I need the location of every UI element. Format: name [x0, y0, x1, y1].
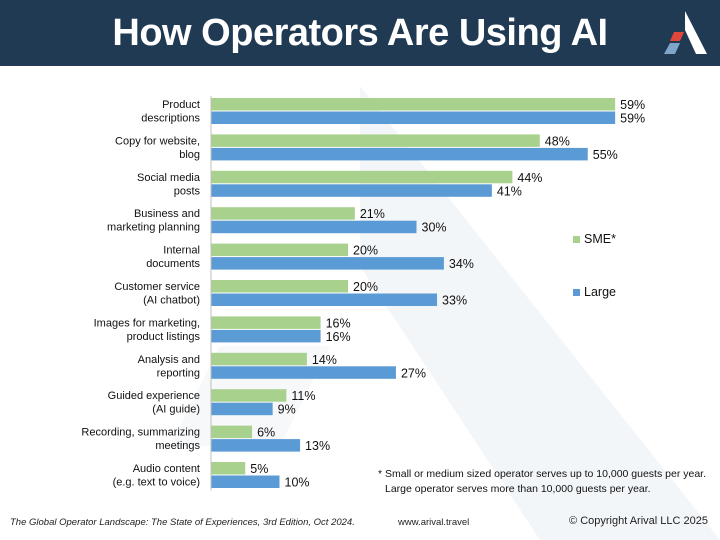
value-label-large: 34% — [449, 257, 474, 271]
category-label: Recording, summarizing meetings — [81, 427, 200, 453]
value-label-sme: 6% — [257, 426, 275, 440]
bar-sme — [211, 170, 513, 184]
value-label-large: 16% — [326, 330, 351, 344]
footnote: * Small or medium sized operator serves … — [378, 467, 706, 497]
bar-large — [211, 257, 444, 270]
category-label: Audio content (e.g. text to voice) — [113, 463, 200, 489]
bar-large — [211, 293, 438, 306]
bar-large — [211, 366, 396, 379]
bar-large — [211, 220, 417, 234]
bar-sme — [211, 462, 246, 475]
category-label: Images for marketing, product listings — [94, 317, 201, 343]
legend-swatch-large — [573, 289, 580, 296]
bar-chart: Product descriptions 59%59% Copy for websit… — [81, 96, 645, 491]
value-label-sme: 44% — [517, 171, 542, 185]
value-label-large: 30% — [422, 221, 447, 235]
bar-sme — [211, 352, 307, 366]
category-label: Analysis and reporting — [138, 354, 200, 380]
value-label-sme: 59% — [620, 98, 645, 112]
category-label: Copy for website, blog — [115, 135, 200, 161]
arival-triangle-logo-icon — [664, 11, 707, 54]
category-label: Social media posts — [137, 172, 201, 198]
bar-sme — [211, 389, 287, 402]
value-label-large: 9% — [278, 403, 296, 417]
bar-large — [211, 329, 321, 343]
value-label-sme: 16% — [326, 316, 351, 330]
category-label: Guided experience (AI guide) — [108, 390, 200, 416]
bar-sme — [211, 280, 348, 293]
footer-url-link[interactable]: www.arival.travel — [398, 517, 470, 528]
bar-large — [211, 439, 301, 452]
category-label: Product descriptions — [141, 99, 200, 125]
value-label-large: 55% — [593, 148, 618, 162]
bar-sme — [211, 207, 355, 220]
legend-swatch-sme — [573, 236, 580, 243]
value-label-large: 41% — [497, 184, 522, 198]
value-label-large: 27% — [401, 366, 426, 380]
bar-large — [211, 111, 616, 124]
legend-label-large: Large — [584, 285, 616, 299]
value-label-sme: 5% — [250, 462, 268, 476]
bar-sme — [211, 425, 253, 439]
page-title: How Operators Are Using AI — [112, 12, 608, 54]
footer-source: The Global Operator Landscape: The State… — [10, 517, 355, 528]
value-label-sme: 48% — [545, 134, 570, 148]
value-label-sme: 11% — [291, 389, 315, 403]
bar-large — [211, 402, 273, 416]
value-label-sme: 20% — [353, 244, 378, 258]
legend-label-sme: SME* — [584, 232, 616, 246]
bar-large — [211, 475, 280, 488]
category-label: Business and marketing planning — [107, 208, 200, 234]
value-label-large: 33% — [442, 294, 467, 308]
value-label-sme: 14% — [312, 353, 337, 367]
category-label: Customer service (AI chatbot) — [114, 281, 200, 307]
footnote-line-2: Large operator serves more than 10,000 g… — [385, 483, 651, 495]
bar-large — [211, 147, 588, 161]
bar-sme — [211, 98, 616, 111]
bar-large — [211, 184, 492, 197]
footnote-line-1: * Small or medium sized operator serves … — [378, 468, 707, 480]
value-label-large: 10% — [285, 476, 310, 490]
bar-sme — [211, 134, 540, 147]
footer-copyright: © Copyright Arival LLC 2025 — [569, 515, 708, 527]
value-label-sme: 21% — [360, 207, 385, 221]
header-bar: How Operators Are Using AI — [0, 0, 720, 66]
category-label: Internal documents — [146, 245, 200, 271]
value-label-large: 13% — [305, 439, 330, 453]
bar-sme — [211, 243, 348, 257]
value-label-sme: 20% — [353, 280, 378, 294]
value-label-large: 59% — [620, 112, 645, 126]
bar-sme — [211, 316, 321, 329]
